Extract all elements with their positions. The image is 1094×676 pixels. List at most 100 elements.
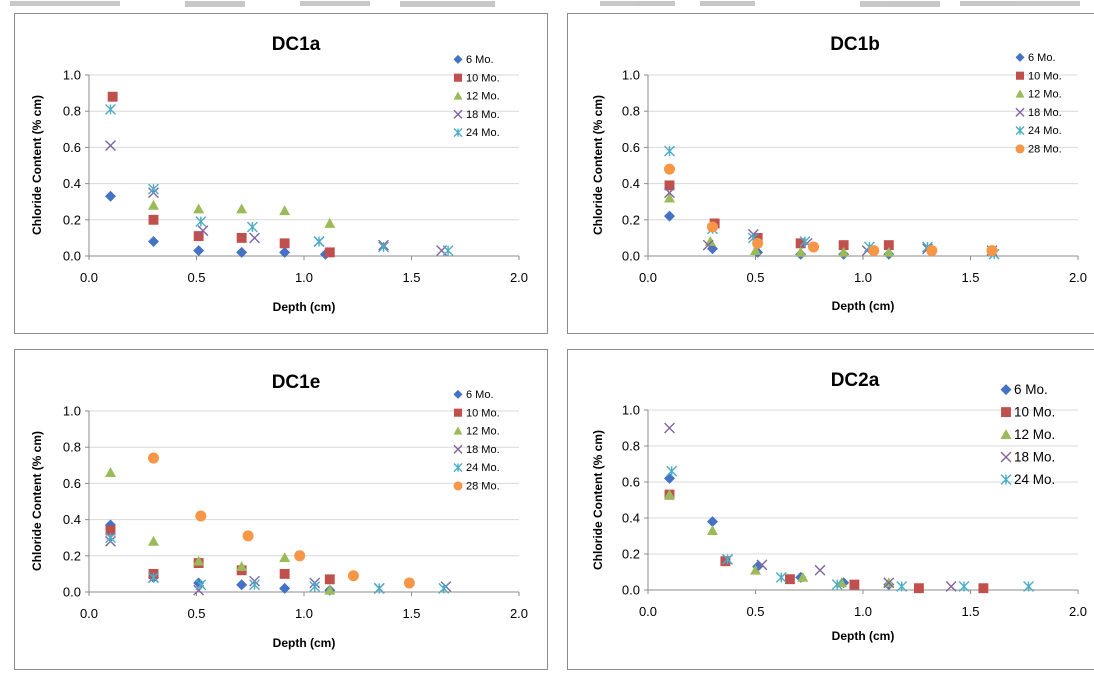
legend-marker (453, 481, 463, 491)
legend-label: 28 Mo. (466, 481, 500, 493)
data-point (1023, 580, 1034, 592)
data-point (831, 579, 843, 591)
data-point (105, 140, 116, 152)
series-s24 (105, 532, 450, 594)
y-axis-label: Chloride Content (% cm) (30, 431, 44, 571)
legend-marker (453, 426, 463, 435)
data-point (707, 221, 718, 233)
data-point (246, 221, 258, 233)
data-point (324, 574, 335, 585)
chart-title: DC1e (272, 372, 321, 393)
data-point (294, 550, 306, 562)
legend-label: 10 Mo. (1028, 70, 1062, 82)
gridlines (89, 410, 519, 557)
data-point (883, 240, 894, 251)
x-axis-label: Depth (cm) (832, 629, 895, 643)
data-point (148, 199, 159, 210)
series-s12 (148, 199, 336, 228)
data-point (795, 246, 807, 257)
legend-label: 12 Mo. (466, 426, 500, 438)
data-point (775, 571, 787, 583)
data-point (838, 240, 849, 251)
series-s6 (105, 190, 331, 260)
data-point (896, 580, 908, 592)
legend-label: 10 Mo. (466, 72, 500, 84)
data-point (868, 245, 880, 257)
y-tick-label: 0.2 (63, 548, 81, 563)
data-point (784, 574, 795, 585)
data-point (808, 241, 820, 253)
legend-label: 18 Mo. (466, 109, 500, 121)
data-point (664, 180, 675, 191)
x-tick-label: 1.0 (295, 270, 313, 285)
legend-marker (453, 91, 463, 100)
data-point (849, 579, 860, 590)
legend-label: 24 Mo. (1014, 472, 1055, 487)
y-tick-label: 0.6 (622, 475, 640, 490)
y-tick-label: 0.4 (622, 511, 640, 526)
y-tick-label: 0.4 (63, 176, 81, 191)
data-point (324, 217, 336, 228)
data-point (195, 216, 207, 228)
x-axis-label: Depth (cm) (832, 299, 895, 313)
data-point (193, 555, 205, 566)
y-tick-label: 0.8 (622, 104, 640, 119)
data-point (324, 584, 336, 595)
data-point (978, 583, 989, 594)
legend-marker (1015, 52, 1025, 62)
chart-panel-dc1a: 0.0 0.2 0.4 0.6 0.8 1.0 0.0 0.5 1.0 1.5 2.0 DC1a Dep… (14, 13, 548, 334)
x-tick-label: 1.0 (295, 606, 313, 621)
series-s24 (105, 103, 454, 257)
data-point (324, 247, 335, 258)
x-tick-label: 1.0 (854, 270, 872, 285)
legend-label: 6 Mo. (466, 389, 494, 401)
legend: 6 Mo. 10 Mo. 12 Mo. 18 Mo. 24 Mo. 28 Mo. (453, 389, 500, 493)
data-point (664, 489, 675, 499)
data-point (236, 203, 248, 214)
legend-marker (453, 109, 463, 119)
legend-label: 18 Mo. (466, 444, 500, 456)
data-point (945, 580, 957, 592)
legend-marker (1000, 384, 1012, 396)
chart-title: DC1a (272, 34, 321, 55)
x-tick-label: 2.0 (1069, 270, 1087, 285)
legend-marker (1015, 107, 1025, 117)
legend: 6 Mo. 10 Mo. 12 Mo. 18 Mo. 24 Mo. (1000, 382, 1055, 487)
data-point (664, 187, 675, 199)
legend-marker (1015, 144, 1025, 154)
chart-title: DC1b (830, 34, 880, 55)
series-s10 (107, 91, 335, 258)
data-point (664, 192, 675, 203)
series-s24 (666, 465, 1034, 592)
y-tick-label: 0.8 (622, 439, 640, 454)
x-tick-label: 2.0 (1069, 604, 1087, 619)
data-point (378, 241, 389, 253)
y-axis-label: Chloride Content (% cm) (30, 95, 44, 235)
legend-marker (1000, 451, 1012, 463)
cropped-header-strip (0, 0, 1094, 12)
data-point (926, 245, 938, 257)
data-point (814, 564, 826, 576)
chart-panel-dc1e: 0.0 0.2 0.4 0.6 0.8 1.0 0.0 0.5 1.0 1.5 2.0 DC1e Dep… (14, 349, 548, 670)
data-point (795, 238, 806, 249)
legend: 6 Mo. 10 Mo. 12 Mo. 18 Mo. 24 Mo. 28 Mo. (1015, 52, 1062, 156)
y-tick-label: 0.2 (63, 212, 81, 227)
legend-label: 24 Mo. (466, 462, 500, 474)
y-tick-label: 0.0 (63, 249, 81, 264)
x-tick-label: 1.5 (961, 270, 979, 285)
data-point (236, 246, 248, 258)
y-tick-label: 0.0 (622, 249, 640, 264)
chart-panel-dc1b: 0.0 0.2 0.4 0.6 0.8 1.0 0.0 0.5 1.0 1.5 2.0 DC1b Dep… (567, 13, 1094, 334)
data-point (148, 236, 159, 248)
series-s12 (664, 192, 895, 257)
data-point (913, 583, 924, 594)
data-point (756, 559, 768, 571)
chart-svg: 0.0 0.2 0.4 0.6 0.8 1.0 0.0 0.5 1.0 1.5 2.0 DC1b Dep… (591, 34, 1087, 313)
series-s12 (664, 489, 895, 588)
data-point (236, 561, 248, 572)
data-point (442, 245, 454, 257)
x-tick-label: 2.0 (510, 270, 528, 285)
data-point (105, 519, 116, 531)
legend-marker (453, 463, 463, 473)
